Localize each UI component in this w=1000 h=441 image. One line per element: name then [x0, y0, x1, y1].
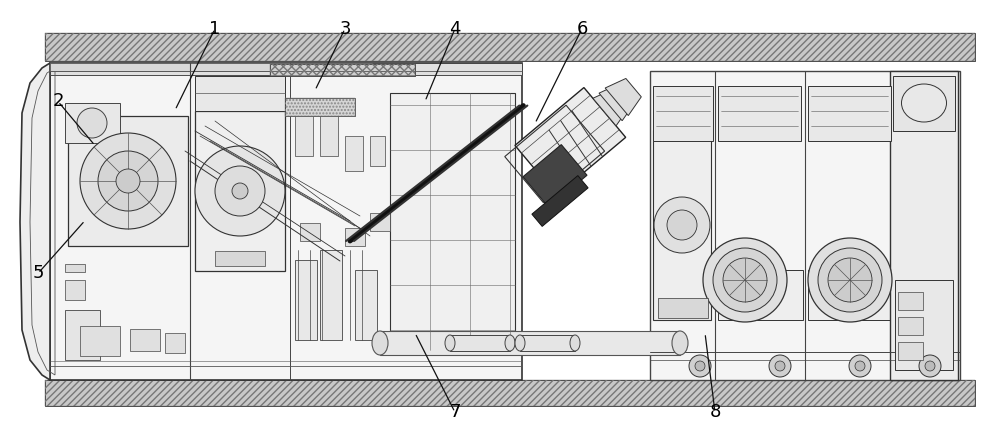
Bar: [345, 228, 365, 246]
Bar: [50, 63, 372, 71]
Circle shape: [855, 361, 865, 371]
Bar: [653, 130, 711, 320]
Bar: [130, 329, 160, 351]
Circle shape: [215, 166, 265, 216]
Text: 6: 6: [576, 20, 588, 37]
Circle shape: [769, 355, 791, 377]
Bar: [65, 280, 85, 300]
Circle shape: [667, 210, 697, 240]
Circle shape: [919, 355, 941, 377]
Bar: [895, 280, 953, 370]
Bar: [270, 64, 415, 76]
Circle shape: [828, 258, 872, 302]
Bar: [653, 86, 713, 141]
Bar: [50, 63, 522, 75]
Polygon shape: [515, 88, 626, 195]
Bar: [45, 380, 975, 406]
Polygon shape: [599, 84, 635, 121]
Circle shape: [849, 355, 871, 377]
Bar: [370, 136, 385, 166]
Circle shape: [703, 238, 787, 322]
Bar: [285, 98, 355, 116]
Bar: [898, 292, 923, 310]
Bar: [195, 76, 285, 111]
Bar: [285, 98, 355, 116]
Circle shape: [232, 183, 248, 199]
Bar: [320, 116, 338, 156]
Ellipse shape: [445, 335, 455, 351]
Polygon shape: [605, 78, 641, 116]
Circle shape: [775, 361, 785, 371]
Bar: [300, 223, 320, 241]
Bar: [890, 71, 958, 380]
Circle shape: [713, 248, 777, 312]
Bar: [270, 64, 415, 76]
Text: 5: 5: [32, 265, 44, 282]
Bar: [65, 103, 120, 143]
Text: 7: 7: [449, 404, 461, 421]
Polygon shape: [532, 176, 588, 226]
Text: 2: 2: [52, 93, 64, 110]
Bar: [450, 335, 510, 351]
Text: 3: 3: [339, 20, 351, 37]
Bar: [355, 270, 377, 340]
Bar: [650, 71, 960, 380]
Ellipse shape: [902, 84, 946, 122]
Ellipse shape: [672, 331, 688, 355]
Circle shape: [116, 169, 140, 193]
Bar: [45, 33, 975, 61]
Ellipse shape: [570, 335, 580, 351]
Bar: [165, 333, 185, 353]
Bar: [380, 331, 680, 355]
Circle shape: [98, 151, 158, 211]
Circle shape: [689, 355, 711, 377]
Circle shape: [77, 108, 107, 138]
Bar: [390, 93, 515, 350]
Bar: [520, 335, 575, 351]
Bar: [65, 310, 100, 360]
Bar: [808, 86, 891, 141]
Bar: [295, 260, 317, 340]
Circle shape: [925, 361, 935, 371]
Circle shape: [808, 238, 892, 322]
Bar: [370, 213, 390, 231]
Bar: [80, 326, 120, 356]
Bar: [50, 63, 522, 380]
Polygon shape: [593, 89, 629, 126]
Bar: [718, 270, 803, 320]
Bar: [320, 250, 342, 340]
Bar: [65, 264, 85, 272]
Bar: [898, 317, 923, 335]
Circle shape: [818, 248, 882, 312]
Circle shape: [195, 146, 285, 236]
Circle shape: [723, 258, 767, 302]
Circle shape: [80, 133, 176, 229]
Circle shape: [695, 361, 705, 371]
Text: 4: 4: [449, 20, 461, 37]
Bar: [45, 33, 975, 61]
Polygon shape: [523, 145, 587, 207]
Bar: [718, 86, 801, 141]
Bar: [195, 111, 285, 271]
Bar: [898, 342, 923, 360]
Bar: [808, 270, 893, 320]
Circle shape: [654, 197, 710, 253]
Bar: [658, 298, 708, 318]
Ellipse shape: [372, 331, 388, 355]
Bar: [295, 116, 313, 156]
Bar: [345, 136, 363, 171]
Bar: [893, 76, 955, 131]
Polygon shape: [20, 63, 50, 380]
Bar: [215, 251, 265, 266]
Bar: [68, 116, 188, 246]
Ellipse shape: [515, 335, 525, 351]
Bar: [45, 380, 975, 406]
Ellipse shape: [505, 335, 515, 351]
Text: 1: 1: [209, 20, 221, 37]
Text: 8: 8: [709, 404, 721, 421]
